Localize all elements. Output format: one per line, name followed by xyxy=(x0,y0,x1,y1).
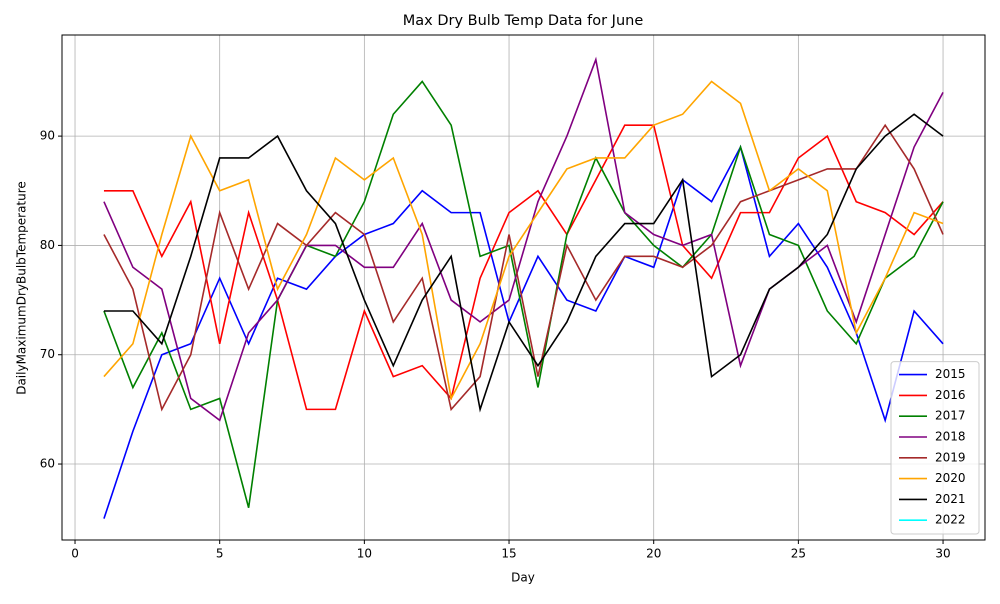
x-tick-label: 30 xyxy=(935,547,950,561)
chart-title: Max Dry Bulb Temp Data for June xyxy=(403,13,644,29)
series-line xyxy=(103,113,944,413)
x-axis-label: Day xyxy=(511,571,535,585)
legend-box xyxy=(890,361,980,535)
series-line xyxy=(103,124,944,411)
x-tick-label: 25 xyxy=(791,547,806,561)
legend-label: 2019 xyxy=(935,450,966,464)
y-tick-label: 70 xyxy=(40,347,55,361)
legend-label: 2020 xyxy=(935,471,966,485)
y-tick-label: 90 xyxy=(40,129,55,143)
plot-frame xyxy=(61,34,986,541)
x-tick-label: 10 xyxy=(357,547,372,561)
x-tick-label: 15 xyxy=(501,547,516,561)
series-line xyxy=(103,80,944,401)
series-line xyxy=(103,56,944,422)
legend-label: 2017 xyxy=(935,409,966,423)
x-tick-label: 5 xyxy=(216,547,224,561)
y-tick-label: 60 xyxy=(40,457,55,471)
legend-label: 2021 xyxy=(935,492,966,506)
series-line xyxy=(103,123,944,412)
series-line xyxy=(103,144,944,519)
series-line xyxy=(103,80,944,508)
x-tick-label: 20 xyxy=(646,547,661,561)
legend-label: 2018 xyxy=(935,430,966,444)
x-tick-label: 0 xyxy=(71,547,79,561)
legend-label: 2022 xyxy=(935,513,966,527)
legend-label: 2015 xyxy=(935,367,966,381)
legend-label: 2016 xyxy=(935,388,966,402)
y-axis-label: DailyMaximumDryBulbTemperature xyxy=(15,181,29,395)
y-tick-label: 80 xyxy=(40,238,55,252)
